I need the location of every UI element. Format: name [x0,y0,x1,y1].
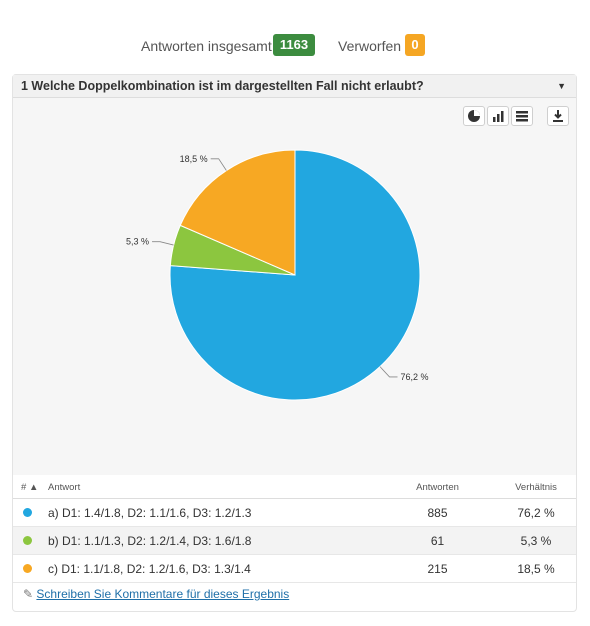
answer-cell: b) D1: 1.1/1.3, D2: 1.2/1.4, D3: 1.6/1.8 [47,526,379,555]
answer-cell: a) D1: 1.4/1.8, D2: 1.1/1.6, D3: 1.2/1.3 [47,498,379,527]
count-cell: 215 [379,554,496,583]
write-comment-link[interactable]: Schreiben Sie Kommentare für dieses Erge… [36,587,290,601]
sort-asc-icon[interactable]: ▲ [28,481,39,493]
pencil-icon: ✎ [23,587,34,601]
question-panel: 1 Welche Doppelkombination ist im darges… [12,74,577,612]
column-header-answer[interactable]: Antwort [47,476,379,499]
discarded-badge: 0 [405,34,425,56]
discarded-label: Verworfen [338,38,402,54]
count-cell: 61 [379,526,496,555]
question-header[interactable]: 1 Welche Doppelkombination ist im darges… [13,75,576,98]
pie-chart: 76,2 % 5,3 % 18,5 % [126,149,429,401]
ratio-cell: 76,2 % [496,498,576,527]
summary-bar: Antworten insgesamt 1163 Verworfen 0 [0,34,590,58]
pie-label-connector [152,241,174,246]
chart-area: 76,2 % 5,3 % 18,5 % [13,98,576,475]
ratio-cell: 18,5 % [496,554,576,583]
pie-slice[interactable] [169,149,421,401]
pie-data-label: 76,2 % [401,372,429,382]
column-header-number[interactable]: # ▲ [13,476,47,499]
total-answers-label: Antworten insgesamt [141,38,272,54]
table-row: b) D1: 1.1/1.3, D2: 1.2/1.4, D3: 1.6/1.8… [13,526,576,555]
table-header-row: # ▲ Antwort Antworten Verhältnis [13,476,576,499]
pie-data-label: 18,5 % [180,154,208,164]
pie-data-label: 5,3 % [126,237,149,247]
column-header-ratio[interactable]: Verhältnis [496,476,576,499]
color-dot [23,535,32,545]
table-row: c) D1: 1.1/1.8, D2: 1.2/1.6, D3: 1.3/1.4… [13,554,576,583]
pie-label-connector [210,158,227,171]
table-icon[interactable] [511,106,533,126]
pie-slice[interactable] [179,149,296,276]
download-icon[interactable] [547,106,569,126]
bar-chart-icon[interactable] [487,106,509,126]
question-title: 1 Welche Doppelkombination ist im darges… [21,79,424,93]
pie-label-connector [379,366,398,378]
column-header-count[interactable]: Antworten [379,476,496,499]
color-dot [23,563,32,573]
answer-cell: c) D1: 1.1/1.8, D2: 1.2/1.6, D3: 1.3/1.4 [47,554,379,583]
ratio-cell: 5,3 % [496,526,576,555]
pie-chart-icon[interactable] [463,106,485,126]
results-table: # ▲ Antwort Antworten Verhältnis a) D1: … [13,476,576,583]
chevron-down-icon[interactable]: ▼ [557,81,566,91]
count-cell: 885 [379,498,496,527]
total-answers-badge: 1163 [273,34,315,56]
comment-area: ✎ Schreiben Sie Kommentare für dieses Er… [23,587,289,601]
table-row: a) D1: 1.4/1.8, D2: 1.1/1.6, D3: 1.2/1.3… [13,498,576,527]
color-dot [23,507,32,517]
